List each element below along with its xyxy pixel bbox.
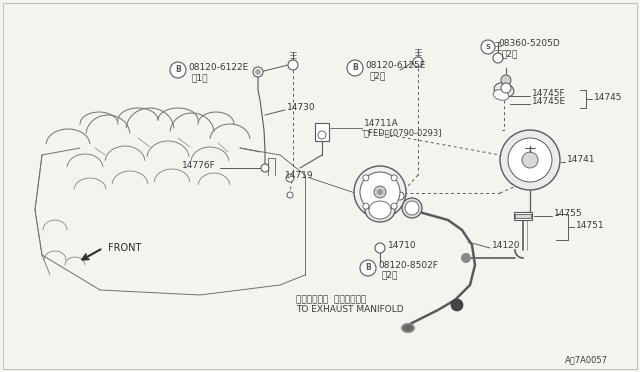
Text: 14719: 14719	[285, 170, 314, 180]
Ellipse shape	[369, 201, 391, 219]
Circle shape	[363, 203, 369, 209]
Circle shape	[375, 243, 385, 253]
Circle shape	[288, 60, 298, 70]
Text: 14710: 14710	[388, 241, 417, 250]
Circle shape	[522, 152, 538, 168]
Text: 08360-5205D: 08360-5205D	[498, 39, 560, 48]
Text: B: B	[352, 64, 358, 73]
Text: 14745E: 14745E	[532, 96, 566, 106]
Text: 14755: 14755	[554, 209, 582, 218]
Circle shape	[377, 189, 383, 195]
Text: 08120-6125E: 08120-6125E	[365, 61, 426, 70]
Text: 14745F: 14745F	[532, 89, 566, 97]
Circle shape	[461, 253, 471, 263]
Text: 14730: 14730	[287, 103, 316, 112]
Circle shape	[287, 192, 293, 198]
Text: 08120-6122E: 08120-6122E	[188, 62, 248, 71]
Ellipse shape	[401, 323, 415, 333]
Circle shape	[261, 164, 269, 172]
Ellipse shape	[405, 201, 419, 215]
Text: 14751: 14751	[576, 221, 605, 230]
Circle shape	[391, 203, 397, 209]
Circle shape	[363, 175, 369, 181]
Circle shape	[253, 67, 263, 77]
Circle shape	[318, 131, 326, 139]
Ellipse shape	[360, 172, 400, 212]
Text: 14711A: 14711A	[364, 119, 399, 128]
Text: TO EXHAUST MANIFOLD: TO EXHAUST MANIFOLD	[296, 305, 404, 314]
Text: （1）: （1）	[192, 74, 209, 83]
Circle shape	[396, 192, 404, 200]
Text: （2）: （2）	[369, 71, 385, 80]
Text: B: B	[175, 65, 181, 74]
Text: B: B	[365, 263, 371, 273]
Circle shape	[413, 57, 423, 67]
Text: 14741: 14741	[567, 155, 595, 164]
Circle shape	[501, 83, 511, 93]
Circle shape	[391, 175, 397, 181]
Circle shape	[501, 75, 511, 85]
Text: 14776F: 14776F	[182, 160, 216, 170]
Text: （2）: （2）	[502, 49, 518, 58]
Text: 08120-8502F: 08120-8502F	[378, 260, 438, 269]
Text: （FED）[0790-0293]: （FED）[0790-0293]	[364, 128, 442, 138]
Text: （2）: （2）	[382, 270, 398, 279]
Circle shape	[360, 260, 376, 276]
Text: 14120: 14120	[492, 241, 520, 250]
Text: エキゾースト  マニホールヘ: エキゾースト マニホールヘ	[296, 295, 366, 305]
Ellipse shape	[494, 83, 514, 97]
Circle shape	[500, 130, 560, 190]
Circle shape	[481, 40, 495, 54]
Circle shape	[286, 174, 294, 182]
Bar	[514, 212, 532, 220]
Ellipse shape	[403, 324, 413, 331]
Circle shape	[508, 138, 552, 182]
Circle shape	[170, 62, 186, 78]
Text: S: S	[486, 44, 490, 50]
Circle shape	[255, 69, 261, 75]
Text: A・7A0057: A・7A0057	[565, 356, 608, 365]
Ellipse shape	[493, 90, 509, 100]
Ellipse shape	[365, 198, 395, 222]
Text: 14745: 14745	[594, 93, 623, 102]
Ellipse shape	[354, 166, 406, 218]
Circle shape	[451, 299, 463, 311]
Bar	[315, 123, 329, 141]
Circle shape	[347, 60, 363, 76]
Circle shape	[374, 186, 386, 198]
Ellipse shape	[402, 198, 422, 218]
Text: FRONT: FRONT	[108, 243, 141, 253]
Bar	[515, 214, 531, 218]
Circle shape	[493, 53, 503, 63]
